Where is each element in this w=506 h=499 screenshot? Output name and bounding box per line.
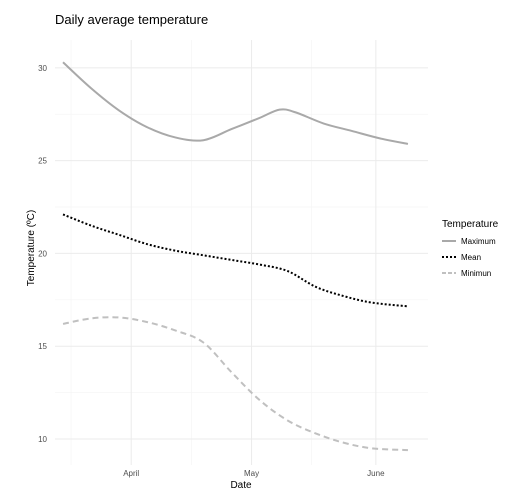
legend-title: Temperature (442, 219, 499, 230)
legend: Temperature Maximum Mean Minimun (442, 219, 499, 278)
y-axis-title: Temperature (ºC) (26, 210, 37, 286)
series-line-maximum (62, 61, 409, 145)
x-axis-ticks: April May June (123, 469, 385, 478)
chart-title: Daily average temperature (55, 12, 208, 27)
legend-label-minimun: Minimun (461, 269, 491, 278)
legend-label-mean: Mean (461, 253, 481, 262)
series-line-minimun (62, 316, 409, 452)
x-tick-label: June (367, 469, 385, 478)
series-line-mean (62, 213, 409, 308)
x-axis-title: Date (230, 480, 252, 491)
x-tick-label: May (244, 469, 259, 478)
y-tick-label: 10 (38, 435, 47, 444)
legend-label-maximum: Maximum (461, 237, 496, 246)
y-tick-label: 30 (38, 64, 47, 73)
y-tick-label: 20 (38, 249, 47, 258)
y-tick-label: 25 (38, 157, 47, 166)
series-lines (62, 61, 409, 452)
x-tick-label: April (123, 469, 139, 478)
y-tick-label: 15 (38, 342, 47, 351)
y-axis-ticks: 10 15 20 25 30 (38, 64, 47, 444)
grid (55, 40, 428, 465)
